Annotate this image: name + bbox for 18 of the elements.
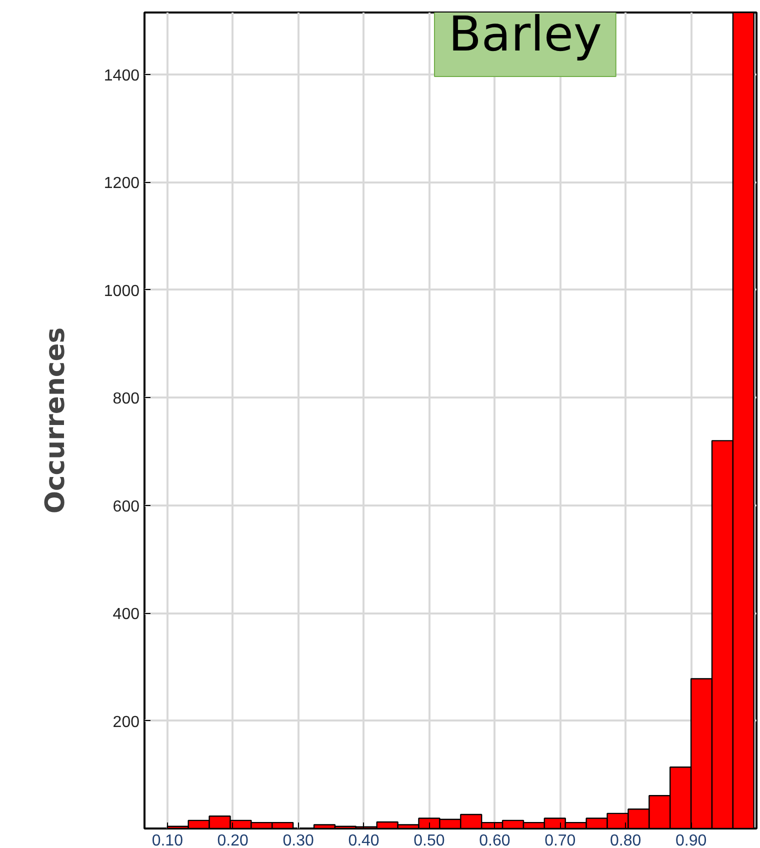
y-tick-label: 1400 bbox=[104, 67, 140, 84]
y-axis-title: Occurrences bbox=[40, 327, 71, 514]
x-tick-label: 0.90 bbox=[675, 832, 707, 848]
y-tick-label: 800 bbox=[112, 390, 140, 408]
x-tick-label: 0.40 bbox=[348, 832, 380, 848]
y-tick-label: 1200 bbox=[104, 175, 140, 192]
x-tick-label: 0.20 bbox=[217, 832, 249, 848]
x-tick-label: 0.30 bbox=[282, 832, 314, 848]
x-tick-label: 0.70 bbox=[544, 832, 576, 848]
y-tick-label: 200 bbox=[112, 714, 140, 731]
x-tick-label: 0.80 bbox=[610, 832, 642, 848]
x-tick-label: 0.10 bbox=[152, 832, 184, 848]
y-tick-label: 1000 bbox=[104, 282, 140, 300]
x-tick-label: 0.50 bbox=[414, 832, 445, 848]
y-tick-label: 400 bbox=[112, 606, 140, 624]
y-tick-label: 600 bbox=[112, 498, 140, 516]
chart-title: Barley bbox=[448, 6, 602, 62]
x-tick-label: 0.60 bbox=[479, 832, 510, 848]
